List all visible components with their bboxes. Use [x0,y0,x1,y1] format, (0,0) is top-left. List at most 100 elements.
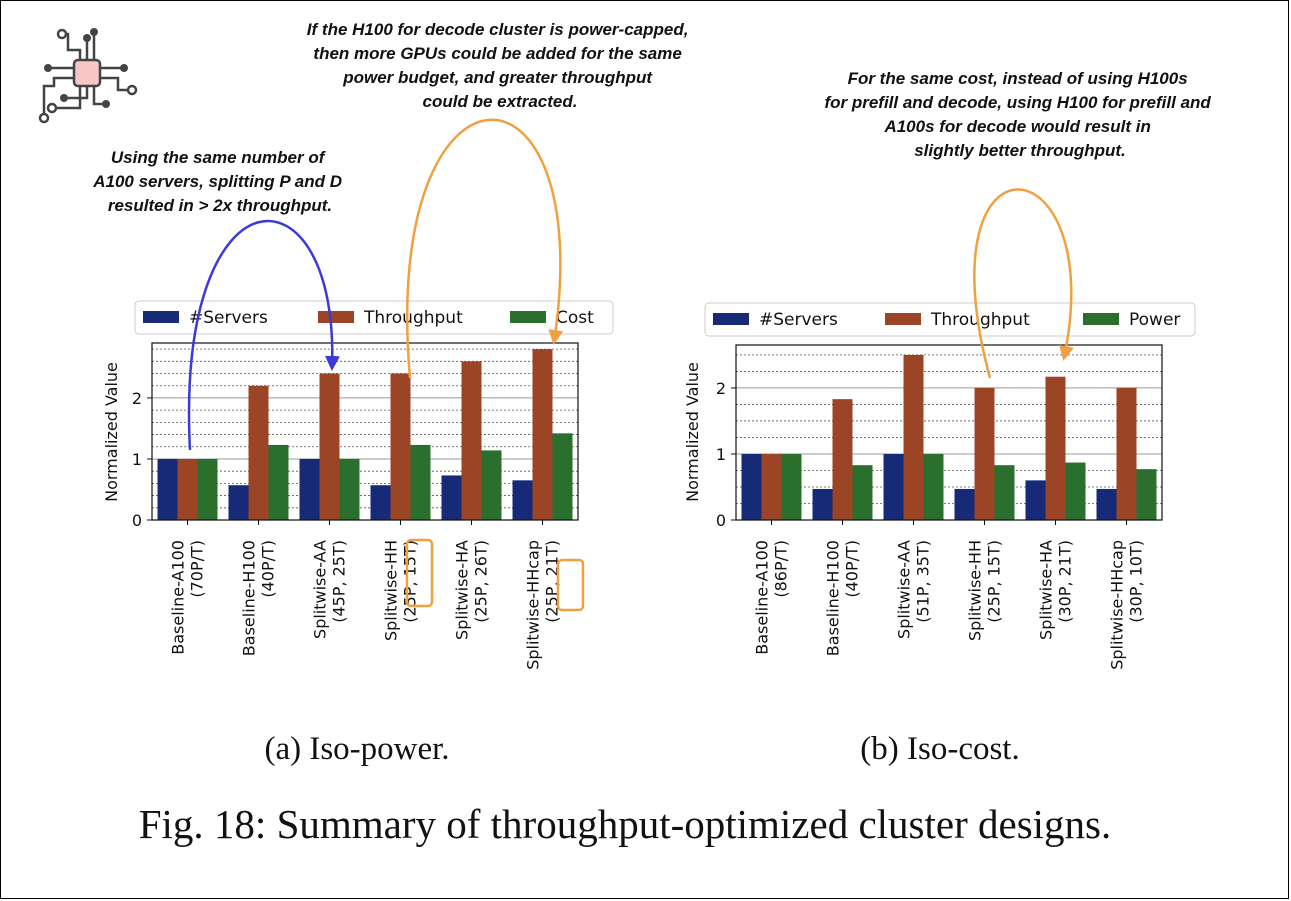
bar-cost [410,444,431,520]
annotation-right-line: for prefill and decode, using H100 for p… [824,93,1211,112]
bar-throughput [903,354,924,520]
bar-cost [268,444,289,520]
x-tick-label-name: Baseline-H100 [240,540,259,656]
x-tick-label-name: Splitwise-HA [1037,540,1056,640]
bar-servers [741,453,762,520]
x-tick-label: Baseline-A100(70P/T) [169,540,207,655]
annotation-left-line: Using the same number of [111,148,327,167]
y-tick-label: 0 [716,511,726,530]
legend-box [134,300,614,335]
legend-label: Throughput [930,310,1030,330]
legend-swatch [1083,313,1119,325]
bar-servers [370,485,391,520]
legend-box [704,302,1196,337]
highlight-box-hh-decode [405,538,434,608]
x-tick-label-name: Splitwise-AA [311,540,330,639]
y-tick-label: 1 [132,450,142,469]
x-tick-label: Splitwise-AA(51P, 35T) [895,540,933,639]
x-tick-label: Splitwise-HA(25P, 26T) [453,540,491,640]
x-tick-label-config: (40P/T) [259,540,278,598]
x-tick-label-name: Splitwise-HH [966,540,985,641]
annotation-left-line: resulted in > 2x throughput. [108,196,332,215]
bar-throughput [1045,376,1066,520]
legend-swatch [885,313,921,325]
bar-throughput [532,349,553,520]
x-tick-label: Baseline-A100(86P/T) [753,540,791,655]
annotation-middle-line: could be extracted. [423,92,578,111]
bar-throughput [461,361,482,520]
subfigure-caption: (b) Iso-cost. [860,731,1019,767]
y-tick-label: 2 [132,389,142,408]
y-tick-label: 1 [716,445,726,464]
bar-servers [883,453,904,520]
bar-power [1065,462,1086,520]
bar-throughput [177,458,198,520]
x-tick-label: Baseline-H100(40P/T) [824,540,862,656]
x-tick-label: Baseline-H100(40P/T) [240,540,278,656]
annotation-middle-line: then more GPUs could be added for the sa… [313,44,681,63]
annotation-arrow-orange-middle [405,118,564,379]
bar-cost [552,433,573,520]
x-tick-label: Splitwise-HHcap(30P, 10T) [1108,540,1146,670]
annotation-right-line: For the same cost, instead of using H100… [848,69,1188,88]
bar-throughput [974,387,995,520]
annotation-left: Using the same number of A100 servers, s… [92,148,347,215]
annotation-left-line: A100 servers, splitting P and D [92,172,342,191]
y-tick-label: 2 [716,379,726,398]
x-tick-label-name: Splitwise-HHcap [1108,540,1127,670]
bar-servers [1096,488,1117,520]
legend-swatch [318,311,354,323]
annotation-middle-line: power budget, and greater throughput [342,68,653,87]
y-axis-label: Normalized Value [683,362,702,502]
subfigure-caption: (a) Iso-power. [264,731,449,767]
bar-servers [512,480,533,520]
x-tick-label-config: (25P, 15T) [985,540,1004,623]
bar-power [994,465,1015,520]
legend-swatch [713,313,749,325]
annotation-right-line: slightly better throughput. [914,141,1126,160]
legend-label: #Servers [189,308,268,328]
chart-iso-cost: Baseline-A100(86P/T) Baseline-H100(40P/T)… [683,302,1196,767]
x-tick-label-config: (25P, 26T) [472,540,491,623]
bar-throughput [1116,387,1137,520]
plot-frame [151,342,579,521]
circuit-chip-icon [38,28,138,124]
bar-throughput [390,373,411,520]
x-tick-label-config: (86P/T) [772,540,791,598]
x-tick-label-name: Baseline-H100 [824,540,843,656]
legend-label: Cost [556,308,594,328]
annotation-middle: If the H100 for decode cluster is power-… [307,20,693,111]
bar-power [852,465,873,520]
bar-throughput [832,399,853,520]
x-tick-label-name: Baseline-A100 [169,540,188,655]
x-tick-label: Splitwise-HH(25P, 15T) [382,540,420,641]
x-tick-label-config: (40P/T) [843,540,862,598]
bar-servers [157,458,178,520]
plot-frame [735,344,1163,521]
annotation-arrow-orange-right [973,188,1074,379]
annotation-right-line: A100s for decode would result in [883,117,1150,136]
bar-throughput [319,373,340,520]
x-tick-label-config: (30P, 10T) [1127,540,1146,623]
chart-iso-power: Baseline-A100(70P/T) Baseline-H100(40P/T)… [102,300,614,767]
legend-swatch [143,311,179,323]
annotation-middle-line: If the H100 for decode cluster is power-… [307,20,689,39]
x-tick-label-config: (51P, 35T) [914,540,933,623]
bar-throughput [248,385,269,520]
x-tick-label: Splitwise-AA(45P, 25T) [311,540,349,639]
x-tick-label-name: Splitwise-HH [382,540,401,641]
bar-throughput [761,453,782,520]
x-tick-label: Splitwise-HA(30P, 21T) [1037,540,1075,640]
legend-swatch [510,311,546,323]
bar-servers [1025,480,1046,520]
bar-power [1136,469,1157,520]
x-tick-label-config: (30P, 21T) [1056,540,1075,623]
x-tick-label-config: (45P, 25T) [330,540,349,623]
x-tick-label-config: (70P/T) [188,540,207,598]
bar-cost [197,458,218,520]
x-tick-label-name: Splitwise-HA [453,540,472,640]
legend-label: #Servers [759,310,838,330]
x-tick-label: Splitwise-HH(25P, 15T) [966,540,1004,641]
bar-servers [441,475,462,520]
